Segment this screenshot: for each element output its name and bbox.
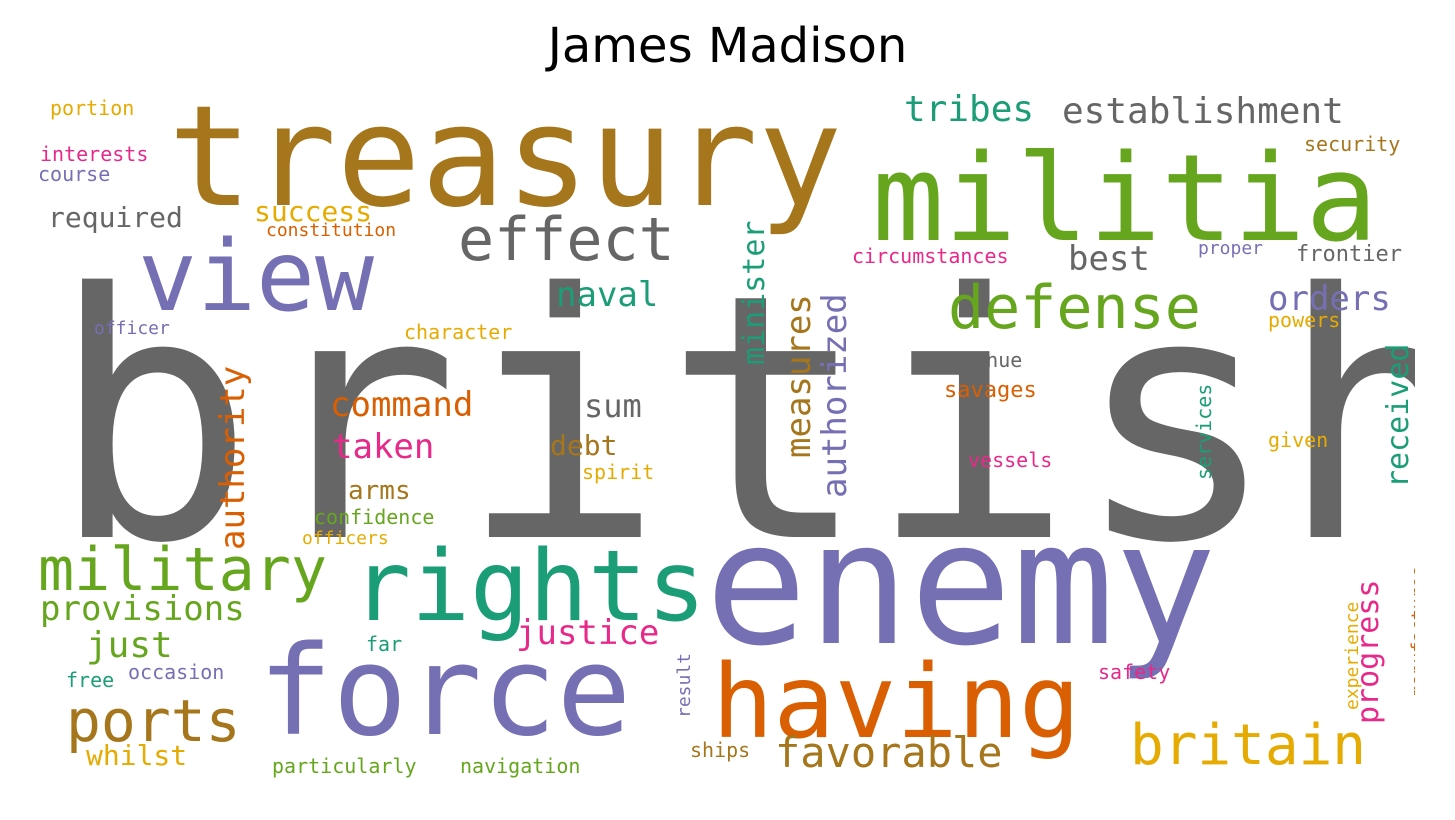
cloud-word-interests: interests	[40, 142, 149, 166]
cloud-word-measures: measures	[779, 294, 819, 458]
cloud-word-establishment: establishment	[1062, 91, 1344, 132]
cloud-word-orders: orders	[1268, 279, 1391, 319]
cloud-word-character: character	[404, 320, 513, 344]
cloud-word-tribes: tribes	[904, 90, 1035, 130]
cloud-word-security: security	[1304, 132, 1401, 156]
cloud-word-savages: savages	[944, 378, 1037, 403]
cloud-word-force: force	[258, 620, 632, 764]
cloud-word-justice: justice	[516, 613, 660, 653]
cloud-word-proper: proper	[1198, 238, 1264, 259]
cloud-word-military: military	[40, 535, 327, 605]
cloud-word-particularly: particularly	[272, 754, 417, 778]
cloud-word-officer: officer	[94, 318, 170, 339]
cloud-word-just: just	[86, 625, 173, 666]
cloud-word-received: received	[1381, 343, 1415, 489]
cloud-word-spirit: spirit	[582, 460, 655, 484]
cloud-word-navigation: navigation	[460, 754, 581, 778]
cloud-word-ports: ports	[66, 687, 241, 755]
cloud-word-constitution: constitution	[266, 220, 397, 241]
cloud-word-ships: ships	[690, 738, 751, 762]
cloud-word-taken: taken	[332, 427, 435, 467]
cloud-word-experience: experience	[1342, 601, 1363, 710]
cloud-word-required: required	[48, 201, 183, 234]
cloud-word-view: view	[138, 220, 375, 334]
cloud-word-minister: minister	[737, 220, 772, 366]
cloud-title: James Madison	[547, 18, 908, 74]
cloud-word-naval: naval	[556, 275, 659, 315]
cloud-word-revenue: revenue	[938, 348, 1023, 372]
cloud-word-confidence: confidence	[314, 505, 435, 529]
cloud-word-result: result	[674, 652, 695, 718]
cloud-word-command: command	[330, 385, 474, 425]
cloud-word-provisions: provisions	[40, 589, 245, 629]
cloud-word-having: having	[712, 643, 1081, 762]
cloud-word-britain: britain	[1130, 713, 1367, 778]
cloud-word-arms: arms	[348, 476, 411, 506]
cloud-word-safety: safety	[1098, 660, 1171, 684]
cloud-word-far: far	[366, 632, 403, 656]
cloud-word-free: free	[66, 668, 115, 692]
cloud-word-powers: powers	[1268, 308, 1341, 332]
cloud-word-rights: rights	[352, 530, 707, 644]
cloud-word-occasion: occasion	[128, 660, 225, 684]
cloud-word-given: given	[1268, 428, 1329, 452]
cloud-word-authority: authority	[213, 365, 253, 550]
cloud-word-militia: militia	[872, 130, 1378, 269]
cloud-word-debt: debt	[550, 429, 618, 462]
word-cloud: british enemy treasury militia force view righ…	[40, 90, 1415, 790]
cloud-word-british: british	[50, 222, 1415, 618]
cloud-word-vessels: vessels	[968, 448, 1053, 472]
cloud-word-course: course	[40, 162, 111, 186]
cloud-word-treasury: treasury	[168, 90, 843, 239]
cloud-word-portion: portion	[50, 96, 135, 120]
cloud-word-services: services	[1192, 383, 1216, 480]
cloud-word-success: success	[254, 195, 373, 228]
cloud-word-manufactures: manufactures	[1408, 565, 1415, 696]
cloud-word-effect: effect	[458, 205, 675, 275]
cloud-word-sum: sum	[584, 387, 642, 425]
cloud-word-authorized: authorized	[815, 293, 855, 498]
cloud-word-officers: officers	[302, 528, 389, 549]
cloud-word-frontier: frontier	[1296, 242, 1402, 267]
cloud-word-circumstances: circumstances	[852, 244, 1009, 268]
cloud-word-whilst: whilst	[86, 739, 188, 772]
cloud-word-best: best	[1068, 239, 1150, 279]
cloud-word-enemy: enemy	[705, 486, 1217, 684]
cloud-word-favorable: favorable	[775, 728, 1003, 777]
cloud-word-defense: defense	[948, 273, 1201, 343]
